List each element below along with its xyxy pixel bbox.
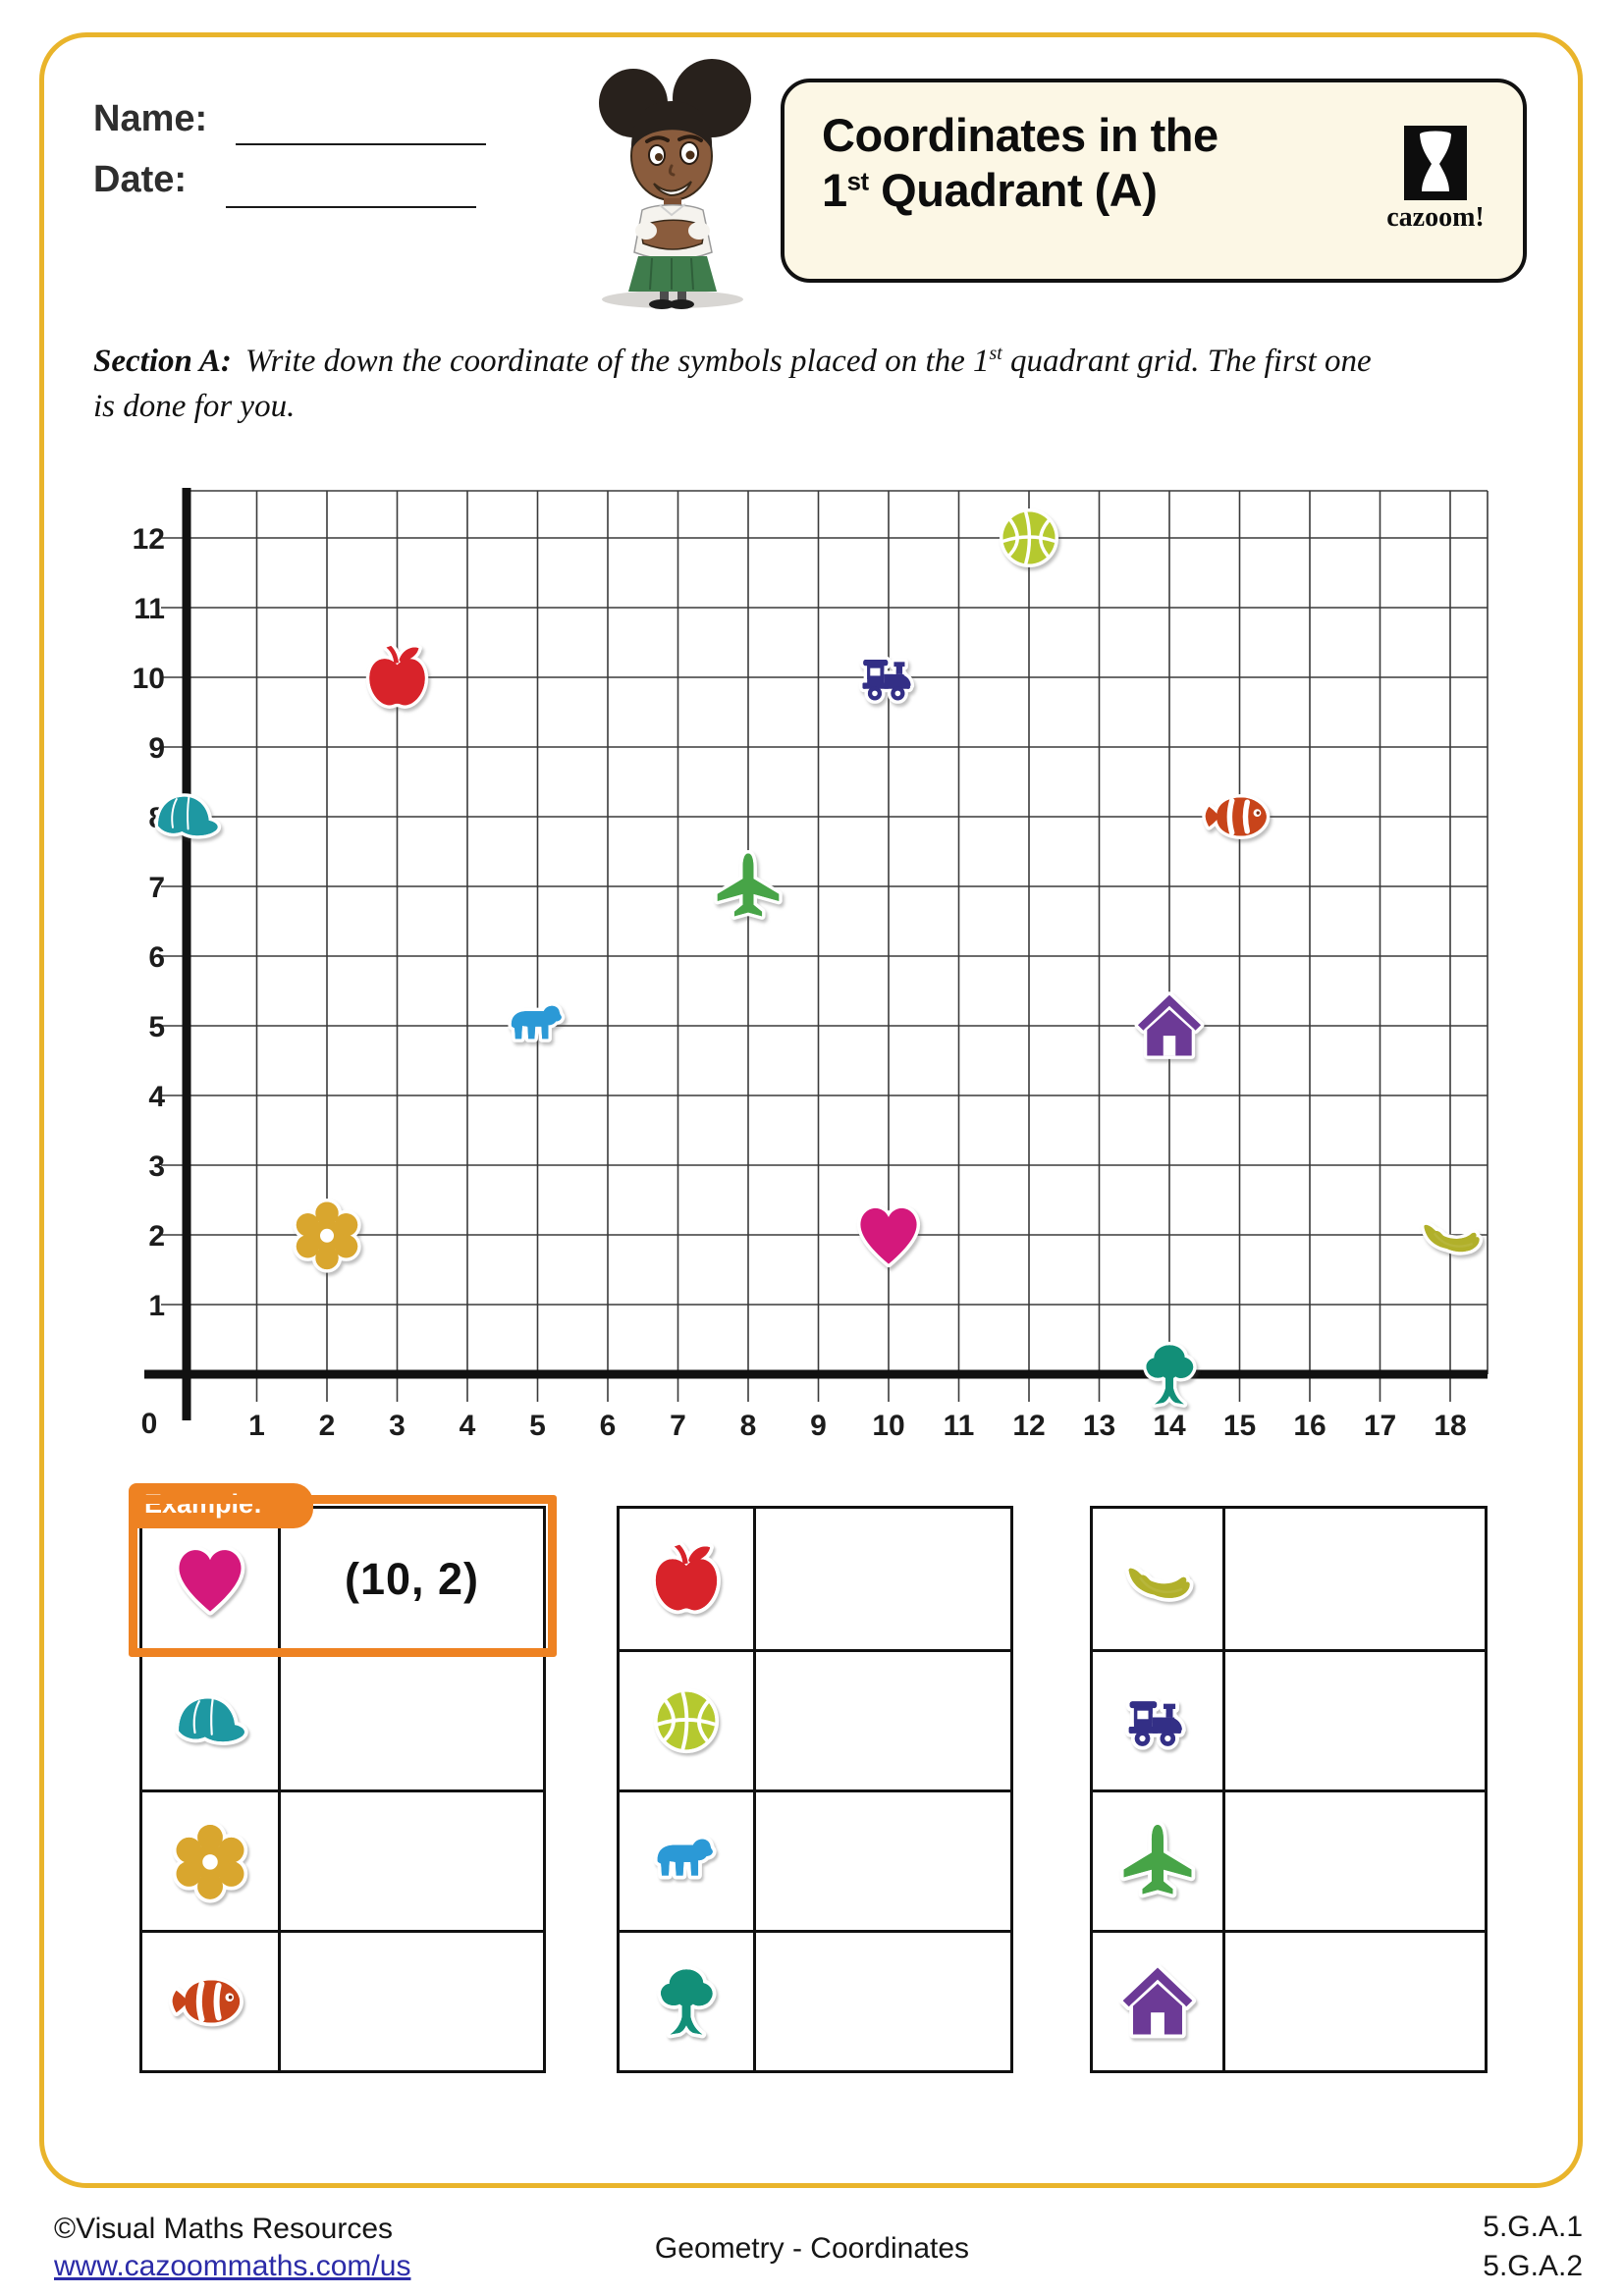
airplane-icon xyxy=(1093,1792,1225,1930)
name-label: Name: xyxy=(93,98,208,139)
example-frame xyxy=(129,1495,557,1657)
answer-cell-airplane[interactable] xyxy=(1225,1792,1485,1930)
table-row-banana xyxy=(1093,1509,1485,1649)
name-input-line[interactable] xyxy=(236,143,486,145)
heart-icon xyxy=(142,1509,281,1649)
footer-standard-1: 5.G.A.1 xyxy=(1483,2211,1583,2243)
table-row-tree xyxy=(620,1930,1010,2070)
table-row-cap xyxy=(142,1649,543,1789)
cazoom-logo: cazoom! xyxy=(1381,126,1489,234)
date-label: Date: xyxy=(93,159,188,200)
answer-cell-train[interactable] xyxy=(1225,1652,1485,1789)
answer-cell-basketball[interactable] xyxy=(756,1652,1010,1789)
table-row-fish xyxy=(142,1930,543,2070)
footer-topic: Geometry - Coordinates xyxy=(654,2232,970,2265)
answer-cell-flower[interactable] xyxy=(281,1792,543,1930)
worksheet-title: Coordinates in the 1st Quadrant (A) xyxy=(822,108,1218,219)
page-border xyxy=(39,32,1583,2188)
table-row-basketball xyxy=(620,1649,1010,1789)
answer-cell-house[interactable] xyxy=(1225,1933,1485,2070)
house-icon xyxy=(1093,1933,1225,2070)
example-tab: Example: xyxy=(129,1483,313,1528)
footer-copyright: ©Visual Maths Resources xyxy=(54,2213,394,2245)
answer-cell-cap[interactable] xyxy=(281,1652,543,1789)
date-input-line[interactable] xyxy=(226,206,476,208)
worksheet-title-line1: Coordinates in the xyxy=(822,109,1218,161)
cap-icon xyxy=(142,1652,281,1789)
fish-icon xyxy=(142,1933,281,2070)
answer-cell-tree[interactable] xyxy=(756,1933,1010,2070)
train-icon xyxy=(1093,1652,1225,1789)
answer-cell-fish[interactable] xyxy=(281,1933,543,2070)
apple-icon xyxy=(620,1509,756,1649)
answer-table-3 xyxy=(1090,1506,1488,2073)
footer-standard-2: 5.G.A.2 xyxy=(1483,2250,1583,2282)
table-row-airplane xyxy=(1093,1789,1485,1930)
footer-url-link[interactable]: www.cazoommaths.com/us xyxy=(54,2250,411,2282)
basketball-icon xyxy=(620,1652,756,1789)
section-instruction: Section A: Write down the coordinate of t… xyxy=(93,343,1372,425)
table-row-flower xyxy=(142,1789,543,1930)
section-label: Section A: xyxy=(93,344,232,379)
example-answer-value: (10, 2) xyxy=(344,1553,480,1604)
answer-cell-bear[interactable] xyxy=(756,1792,1010,1930)
table-row-heart: (10, 2) xyxy=(142,1509,543,1649)
cazoom-drum-icon xyxy=(1404,126,1467,200)
title-box: Coordinates in the 1st Quadrant (A) cazo… xyxy=(781,79,1527,283)
table-row-train xyxy=(1093,1649,1485,1789)
table-row-house xyxy=(1093,1930,1485,2070)
answer-cell-apple[interactable] xyxy=(756,1509,1010,1649)
cazoom-logo-text: cazoom! xyxy=(1386,202,1485,233)
flower-icon xyxy=(142,1792,281,1930)
answer-cell-banana[interactable] xyxy=(1225,1509,1485,1649)
bear-icon xyxy=(620,1792,756,1930)
banana-icon xyxy=(1093,1509,1225,1649)
answer-table-2 xyxy=(617,1506,1013,2073)
tree-icon xyxy=(620,1933,756,2070)
student-cartoon xyxy=(599,59,751,309)
table-row-apple xyxy=(620,1509,1010,1649)
table-row-bear xyxy=(620,1789,1010,1930)
worksheet-title-line2: 1st Quadrant (A) xyxy=(822,164,1158,217)
